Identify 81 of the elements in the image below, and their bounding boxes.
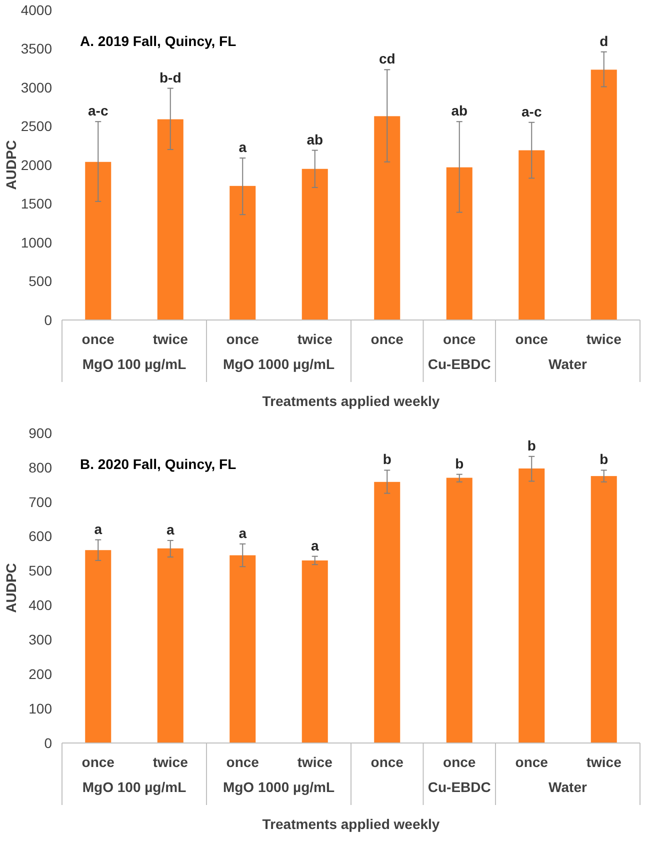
text: MgO 1000 µg/mL	[222, 779, 335, 795]
bar	[590, 70, 617, 320]
bar	[446, 167, 472, 320]
x-tick-label: twice	[297, 331, 333, 347]
annotation: b	[455, 455, 464, 472]
text: MgO 100 µg/mL	[82, 356, 187, 372]
bar	[157, 548, 184, 743]
annotation: a-c	[88, 102, 108, 119]
y-tick-label: 0	[44, 734, 52, 751]
x-tick-label: twice	[586, 331, 622, 347]
annotation: a	[94, 520, 102, 537]
x-axis-title: Treatments applied weekly	[262, 393, 440, 409]
annotation: a	[238, 524, 247, 541]
annotation: a	[238, 139, 247, 156]
y-tick-label: 200	[28, 666, 52, 682]
annotation: a	[166, 521, 174, 538]
x-tick-label: once	[82, 331, 115, 347]
x-tick-label: twice	[152, 754, 188, 770]
x-tick-label: once	[443, 754, 476, 770]
x-tick-label: once	[370, 331, 404, 347]
annotation: a-c	[522, 103, 542, 120]
y-axis-title: AUDPC	[3, 563, 19, 613]
y-tick-label: 0	[44, 312, 52, 328]
annotation: ab	[451, 102, 468, 119]
bar	[85, 162, 112, 320]
text: Water	[548, 779, 588, 795]
y-tick-label: 500	[28, 273, 52, 290]
x-tick-label: twice	[297, 754, 333, 770]
bar	[518, 150, 545, 320]
bar	[374, 482, 400, 743]
text: Cu-EBDC	[428, 779, 491, 795]
y-tick-label: 4000	[20, 2, 52, 18]
annotation: ab	[306, 131, 324, 148]
x-axis-title: Treatments applied weekly	[262, 816, 440, 832]
annotation: b-d	[159, 69, 182, 86]
text: MgO 100 µg/mL	[82, 779, 187, 795]
x-tick-label: once	[515, 754, 548, 770]
annotation: b	[527, 437, 536, 454]
x-tick-label: twice	[586, 754, 622, 770]
y-tick-label: 700	[28, 494, 52, 510]
bar	[518, 468, 545, 743]
y-tick-label: 600	[28, 528, 52, 544]
x-tick-label: once	[226, 331, 260, 347]
text: MgO 1000 µg/mL	[222, 356, 335, 372]
bar	[374, 116, 400, 320]
y-tick-label: 900	[28, 424, 52, 441]
bar	[85, 550, 112, 743]
y-tick-label: 1000	[20, 234, 52, 250]
y-tick-label: 800	[28, 459, 52, 476]
x-tick-label: once	[226, 754, 260, 770]
annotation: b	[600, 451, 608, 468]
text: Water	[548, 356, 588, 372]
annotation: d	[600, 32, 608, 49]
y-tick-label: 100	[28, 700, 52, 716]
bar	[302, 560, 328, 743]
x-tick-label: once	[443, 331, 476, 347]
y-tick-label: 2000	[20, 156, 52, 173]
y-tick-label: 500	[28, 562, 52, 579]
x-tick-label: twice	[152, 331, 188, 347]
y-tick-label: 3000	[20, 79, 52, 96]
bar	[302, 168, 328, 320]
x-tick-label: once	[82, 754, 115, 770]
y-tick-label: 300	[28, 632, 52, 648]
y-tick-label: 400	[28, 597, 52, 614]
bar	[230, 186, 256, 320]
y-tick-label: 1500	[20, 196, 52, 212]
bar	[446, 478, 472, 743]
annotation: b	[382, 451, 392, 468]
y-axis-title: AUDPC	[3, 140, 19, 190]
annotation: cd	[378, 50, 396, 67]
bar	[590, 476, 617, 743]
text: B. 2020 Fall, Quincy, FL	[80, 456, 237, 472]
text: Cu-EBDC	[428, 356, 491, 372]
bar	[230, 555, 256, 743]
y-tick-label: 3500	[20, 40, 52, 57]
text: A. 2019 Fall, Quincy, FL	[80, 33, 237, 49]
y-tick-label: 2500	[20, 118, 52, 134]
x-tick-label: once	[515, 331, 548, 347]
x-tick-label: once	[370, 754, 404, 770]
annotation: a	[310, 537, 319, 554]
bar	[157, 119, 184, 320]
